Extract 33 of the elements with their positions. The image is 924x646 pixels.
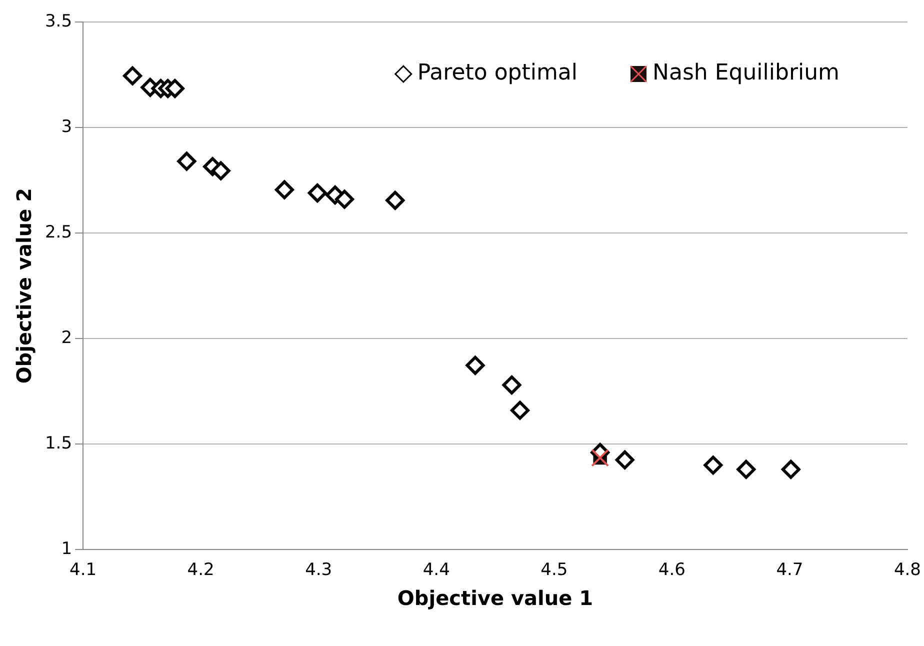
point <box>123 66 142 86</box>
x-axis-title: Objective value 1 <box>397 586 594 610</box>
x-tick-label: 4.6 <box>658 560 686 580</box>
point <box>736 460 756 479</box>
point <box>510 400 530 420</box>
point <box>308 183 327 202</box>
y-tick-label: 1.5 <box>44 434 72 454</box>
point <box>386 190 405 210</box>
y-axis-title: Objective value 2 <box>12 188 36 384</box>
legend-label: Nash Equilibrium <box>652 60 840 86</box>
point <box>211 161 230 180</box>
x-tick-label: 4.4 <box>422 560 450 580</box>
point <box>274 180 294 200</box>
y-tick-label: 1 <box>61 539 72 560</box>
y-tick-label: 2.5 <box>44 222 72 242</box>
x-tick-label: 4.5 <box>540 560 568 580</box>
point <box>704 456 723 475</box>
point <box>466 356 485 375</box>
point <box>615 450 634 470</box>
point <box>335 190 354 209</box>
x-tick-label: 4.1 <box>70 560 97 580</box>
y-tick-label: 2 <box>61 328 72 348</box>
x-tick-label: 4.8 <box>894 560 922 580</box>
point <box>177 152 196 171</box>
y-tick-label: 3.5 <box>44 11 72 32</box>
point <box>502 375 522 394</box>
point <box>165 78 184 98</box>
x-tick-label: 4.7 <box>776 560 804 580</box>
y-tick-label: 3 <box>61 116 72 137</box>
point <box>781 460 800 479</box>
legend-label: Pareto optimal <box>417 60 578 86</box>
x-tick-label: 4.2 <box>187 560 214 580</box>
x-tick-label: 4.3 <box>305 560 332 580</box>
